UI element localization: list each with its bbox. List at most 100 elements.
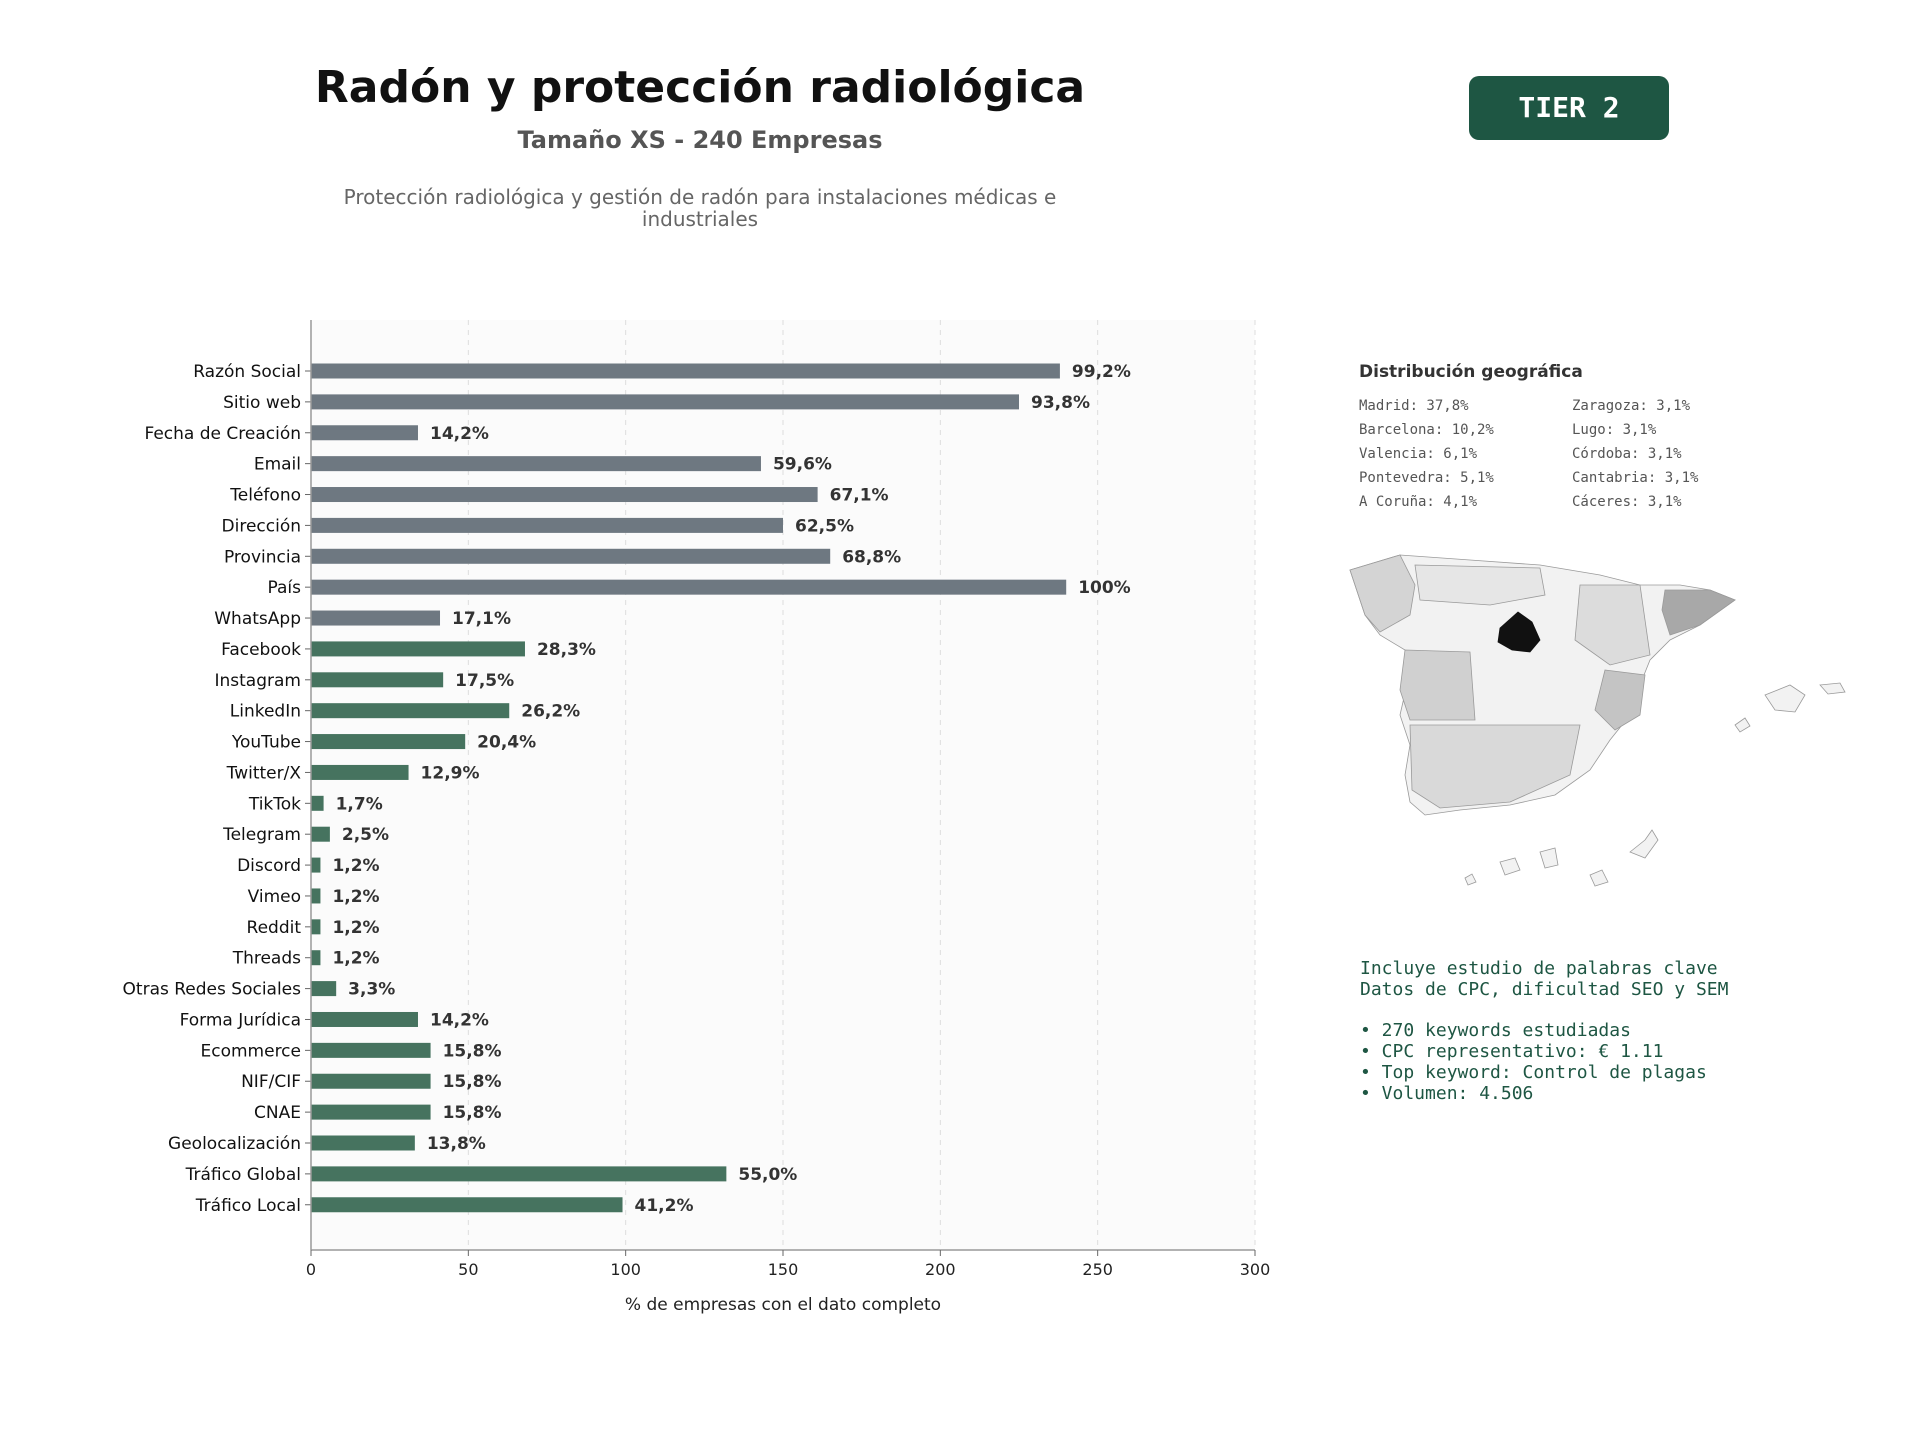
bar bbox=[311, 795, 324, 811]
data-label: 15,8% bbox=[443, 1103, 502, 1123]
data-label: 14,2% bbox=[430, 1010, 489, 1030]
bar bbox=[311, 548, 831, 564]
data-label: 1,2% bbox=[332, 949, 379, 969]
data-label: 41,2% bbox=[635, 1196, 694, 1216]
category-label: Fecha de Creación bbox=[144, 424, 301, 444]
category-label: Reddit bbox=[247, 918, 302, 938]
x-tick-label: 50 bbox=[458, 1260, 478, 1279]
bar bbox=[311, 888, 321, 904]
category-label: Instagram bbox=[215, 671, 302, 691]
category-label: Ecommerce bbox=[201, 1041, 302, 1061]
bar bbox=[311, 1135, 415, 1151]
category-label: País bbox=[268, 578, 302, 598]
bar bbox=[311, 734, 466, 750]
data-label: 15,8% bbox=[443, 1072, 502, 1092]
data-label: 3,3% bbox=[348, 980, 395, 1000]
bar bbox=[311, 857, 321, 873]
bar bbox=[311, 456, 761, 472]
data-label: 26,2% bbox=[521, 702, 580, 722]
x-tick-label: 200 bbox=[925, 1260, 956, 1279]
data-label: 1,7% bbox=[336, 794, 383, 814]
data-label: 15,8% bbox=[443, 1041, 502, 1061]
geo-item: Lugo: 3,1% bbox=[1572, 422, 1657, 438]
bar bbox=[311, 919, 321, 935]
region-valencia bbox=[1594, 669, 1646, 731]
data-label: 67,1% bbox=[830, 486, 889, 506]
info-bullet: • CPC representativo: € 1.11 bbox=[1360, 1041, 1664, 1062]
data-label: 93,8% bbox=[1031, 393, 1090, 413]
bar bbox=[311, 1011, 418, 1027]
geo-item: Pontevedra: 5,1% bbox=[1359, 470, 1494, 486]
canary-islands-5 bbox=[1464, 873, 1477, 886]
bar bbox=[311, 703, 510, 719]
category-label: Geolocalización bbox=[168, 1134, 301, 1154]
balearic-menorca bbox=[1819, 682, 1846, 695]
spain-map bbox=[1349, 554, 1846, 887]
data-label: 100% bbox=[1078, 578, 1131, 598]
info-bullet: • Volumen: 4.506 bbox=[1360, 1083, 1534, 1104]
data-label: 99,2% bbox=[1072, 362, 1131, 382]
info-bullet: • Top keyword: Control de plagas bbox=[1360, 1062, 1707, 1083]
x-axis-label: % de empresas con el dato completo bbox=[625, 1295, 941, 1315]
category-label: Forma Jurídica bbox=[180, 1010, 301, 1030]
geo-list: Madrid: 37,8% Zaragoza: 3,1% Barcelona: … bbox=[1359, 398, 1809, 510]
geo-item: Valencia: 6,1% bbox=[1359, 446, 1478, 462]
page-description: Protección radiológica y gestión de radó… bbox=[343, 185, 1057, 231]
x-tick-label: 100 bbox=[610, 1260, 641, 1279]
region-madrid bbox=[1497, 611, 1541, 653]
bar bbox=[311, 1042, 431, 1058]
category-label: Telegram bbox=[222, 825, 301, 845]
category-label: Twitter/X bbox=[226, 763, 302, 783]
bar bbox=[311, 764, 409, 780]
x-tick-label: 0 bbox=[306, 1260, 316, 1279]
bar bbox=[311, 1166, 727, 1182]
category-label: Threads bbox=[232, 949, 301, 969]
bar bbox=[311, 826, 330, 842]
geo-item: Madrid: 37,8% bbox=[1359, 398, 1469, 414]
geo-item: Zaragoza: 3,1% bbox=[1572, 398, 1691, 414]
bar bbox=[311, 981, 337, 997]
tier-badge: TIER 2 bbox=[1469, 76, 1669, 140]
data-label: 20,4% bbox=[477, 733, 536, 753]
data-label: 13,8% bbox=[427, 1134, 486, 1154]
geo-item: Cáceres: 3,1% bbox=[1572, 494, 1682, 510]
info-line: Datos de CPC, dificultad SEO y SEM bbox=[1360, 979, 1729, 1000]
canary-islands-2 bbox=[1539, 847, 1559, 869]
bar bbox=[311, 610, 441, 626]
category-label: WhatsApp bbox=[214, 609, 301, 629]
balearic-ibiza bbox=[1734, 717, 1751, 733]
geo-item: Córdoba: 3,1% bbox=[1572, 446, 1682, 462]
bar bbox=[311, 394, 1019, 410]
bar bbox=[311, 1104, 431, 1120]
canary-islands-3 bbox=[1589, 869, 1609, 887]
data-label: 1,2% bbox=[332, 856, 379, 876]
x-tick-label: 250 bbox=[1082, 1260, 1113, 1279]
category-label: Teléfono bbox=[229, 486, 301, 506]
bar bbox=[311, 1073, 431, 1089]
geo-item: Barcelona: 10,2% bbox=[1359, 422, 1494, 438]
category-label: YouTube bbox=[231, 733, 301, 753]
region-barcelona bbox=[1661, 589, 1736, 636]
category-label: Tráfico Global bbox=[185, 1165, 301, 1185]
data-label: 17,1% bbox=[452, 609, 511, 629]
x-tick-label: 150 bbox=[768, 1260, 799, 1279]
grid-lines bbox=[467, 320, 1256, 1250]
bar bbox=[311, 517, 783, 533]
category-label: CNAE bbox=[254, 1103, 301, 1123]
category-label: Provincia bbox=[224, 547, 301, 567]
bar bbox=[311, 363, 1060, 379]
region-west bbox=[1399, 649, 1476, 721]
bar bbox=[311, 487, 818, 503]
category-label: Dirección bbox=[222, 516, 301, 536]
data-label: 28,3% bbox=[537, 640, 596, 660]
category-label: TikTok bbox=[248, 794, 301, 814]
data-label: 2,5% bbox=[342, 825, 389, 845]
data-label: 1,2% bbox=[332, 887, 379, 907]
category-label: Discord bbox=[237, 856, 301, 876]
data-label: 68,8% bbox=[842, 547, 901, 567]
category-label: Vimeo bbox=[248, 887, 301, 907]
category-label: Razón Social bbox=[193, 362, 301, 382]
data-label: 12,9% bbox=[421, 763, 480, 783]
page-subtitle: Tamaño XS - 240 Empresas bbox=[517, 126, 883, 154]
category-label: LinkedIn bbox=[230, 702, 301, 722]
